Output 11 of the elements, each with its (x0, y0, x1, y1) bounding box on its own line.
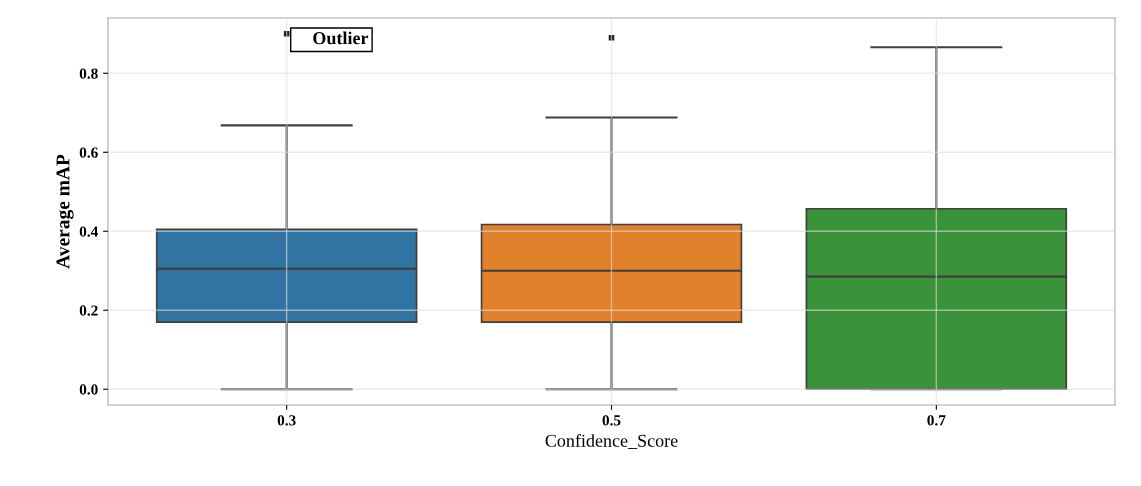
y-tick-label: 0.8 (79, 68, 98, 79)
y-tick-label: 0.4 (79, 226, 98, 237)
x-tick-label: 0.5 (602, 415, 621, 426)
x-axis-title: Confidence_Score (545, 433, 678, 449)
y-tick-label: 0.0 (79, 384, 98, 395)
annotation: Outlier (313, 31, 369, 45)
y-tick-label: 0.6 (79, 147, 98, 158)
y-axis-title: Average mAP (56, 154, 74, 269)
x-tick-label: 0.7 (927, 415, 946, 426)
y-tick-label: 0.2 (79, 305, 98, 316)
x-tick-label: 0.3 (277, 415, 296, 426)
